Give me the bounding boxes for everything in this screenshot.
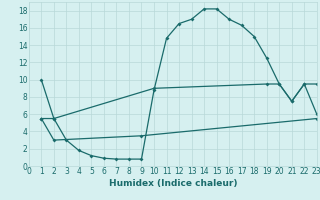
X-axis label: Humidex (Indice chaleur): Humidex (Indice chaleur) [108, 179, 237, 188]
